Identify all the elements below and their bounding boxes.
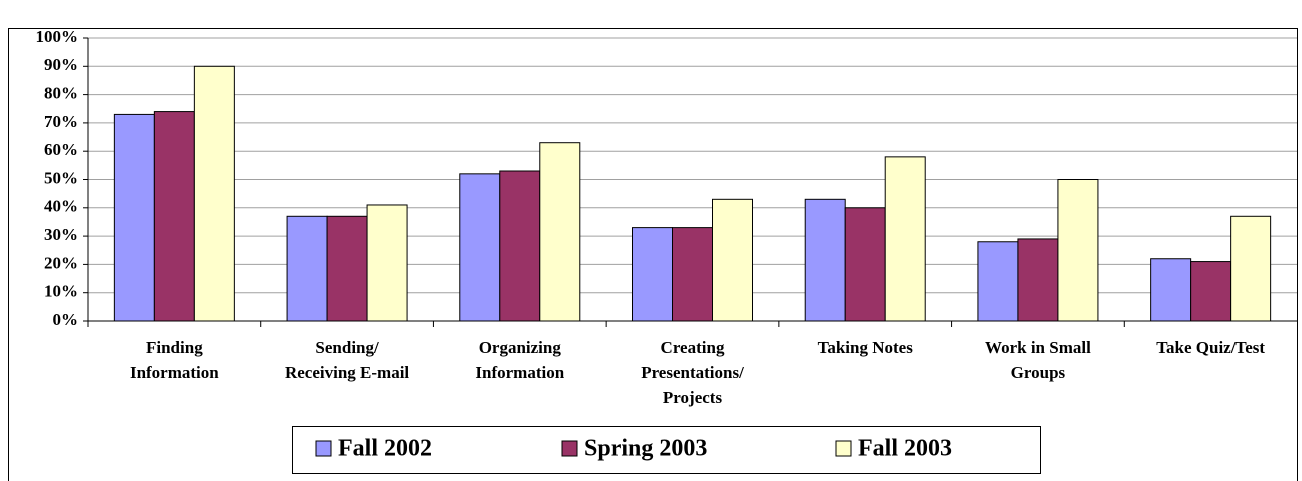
x-tick-label: Sending/Receiving E-mail [285, 338, 409, 382]
legend-label: Spring 2003 [584, 436, 707, 462]
y-tick-label: 50% [44, 168, 78, 187]
y-tick-label: 80% [44, 84, 78, 103]
x-tick-label-line: Work in Small [985, 338, 1091, 357]
legend-swatch [315, 440, 332, 457]
bar [672, 227, 713, 322]
y-tick-label: 30% [44, 225, 78, 244]
legend-box [292, 426, 1041, 474]
x-tick-label-line: Presentations/ [641, 363, 744, 382]
legend-swatch [561, 440, 578, 457]
x-tick-label-line: Take Quiz/Test [1156, 338, 1265, 357]
bar [804, 198, 846, 322]
x-tick-label-line: Groups [1011, 363, 1066, 382]
bar [153, 111, 195, 322]
bar [1190, 261, 1232, 322]
bar [884, 156, 926, 322]
x-tick-label-line: Organizing [479, 338, 562, 357]
bar [539, 142, 581, 322]
x-tick-label-line: Taking Notes [818, 338, 914, 357]
bar [1057, 179, 1099, 322]
y-tick-label: 40% [44, 197, 78, 216]
x-tick-label: Work in Small Groups [985, 338, 1091, 382]
bar [326, 215, 368, 322]
bar [1017, 238, 1059, 322]
bar [712, 198, 753, 322]
bar [977, 241, 1019, 322]
bar [286, 215, 328, 322]
y-tick-label: 20% [44, 253, 78, 272]
bar [366, 204, 408, 322]
x-tick-label-line: Projects [663, 388, 723, 407]
y-tick-label: 10% [44, 282, 78, 301]
y-tick-label: 70% [44, 112, 78, 131]
x-tick-label-line: Sending/ [315, 338, 379, 357]
y-tick-label: 60% [44, 140, 78, 159]
x-tick-label-line: Receiving E-mail [285, 363, 409, 382]
bar [1150, 258, 1192, 322]
bar [193, 65, 235, 322]
x-tick-label: Taking Notes [818, 338, 914, 357]
legend-swatch [835, 440, 852, 457]
x-tick-label-line: Creating [661, 338, 725, 357]
bar [632, 227, 673, 322]
x-tick-label: Organizing Information [475, 338, 564, 382]
x-tick-label-line: Finding [146, 338, 203, 357]
y-tick-label: 100% [36, 27, 79, 46]
x-tick-label-line: Information [475, 363, 564, 382]
legend-label: Fall 2003 [858, 436, 952, 462]
x-tick-label: Finding Information [130, 338, 219, 382]
legend-label: Fall 2002 [338, 436, 432, 462]
x-tick-label-line: Information [130, 363, 219, 382]
y-tick-label: 0% [53, 310, 79, 329]
bar [113, 113, 155, 322]
x-tick-label: Creating Presentations/Projects [641, 338, 744, 407]
y-tick-label: 90% [44, 55, 78, 74]
bar [1230, 215, 1272, 322]
bar [844, 207, 886, 322]
bar [499, 170, 541, 322]
x-tick-label: Take Quiz/Test [1156, 338, 1265, 357]
bar [459, 173, 501, 322]
